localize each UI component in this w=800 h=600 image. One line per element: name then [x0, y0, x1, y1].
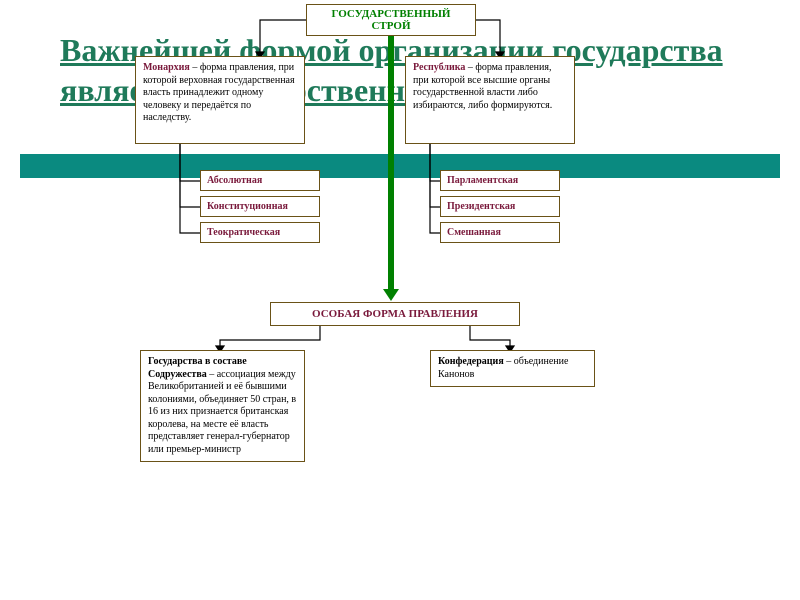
republic-type-0: Парламентская	[440, 170, 560, 191]
commonwealth-def: – ассоциация между Великобританией и её …	[148, 369, 296, 455]
republic-type-1: Президентская	[440, 196, 560, 217]
root-node: ГОСУДАРСТВЕННЫЙ СТРОЙ	[306, 4, 476, 36]
special-form-node: ОСОБАЯ ФОРМА ПРАВЛЕНИЯ	[270, 302, 520, 326]
confederation-node: Конфедерация – объединение Канонов	[430, 350, 595, 387]
commonwealth-node: Государства в составе Содружества – ассо…	[140, 350, 305, 462]
republic-type-2: Смешанная	[440, 222, 560, 243]
monarchy-type-2: Теократическая	[200, 222, 320, 243]
monarchy-type-0: Абсолютная	[200, 170, 320, 191]
monarchy-term: Монархия	[143, 62, 190, 73]
republic-node: Республика – форма правления, при которо…	[405, 56, 575, 144]
confederation-term: Конфедерация	[438, 356, 504, 367]
main-arrow	[388, 36, 394, 292]
decorative-band	[20, 154, 780, 178]
monarchy-type-1: Конституционная	[200, 196, 320, 217]
republic-term: Республика	[413, 62, 465, 73]
monarchy-node: Монархия – форма правления, при которой …	[135, 56, 305, 144]
